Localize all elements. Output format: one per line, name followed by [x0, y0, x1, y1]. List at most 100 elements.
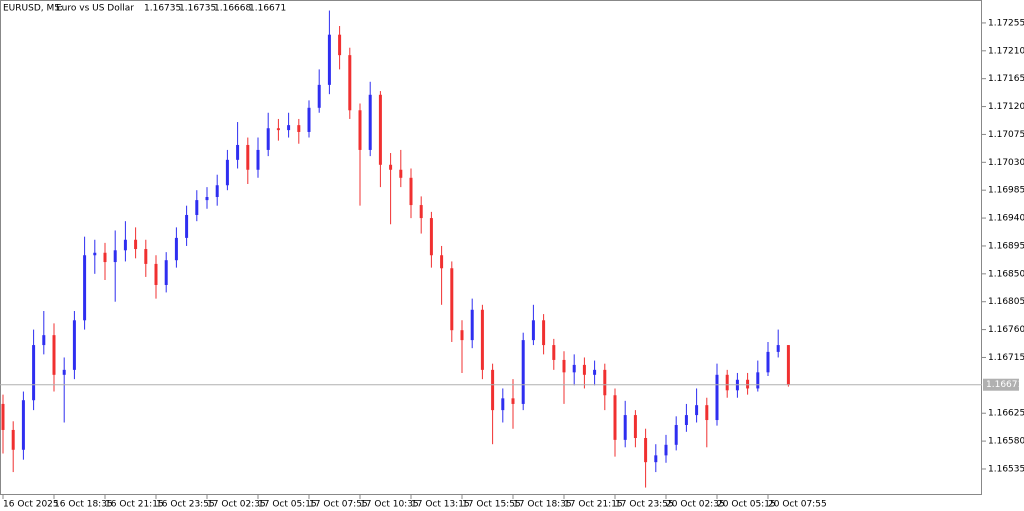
- y-tick-label: 1.16985: [988, 186, 1024, 196]
- candle-body: [93, 252, 97, 256]
- candle-body: [297, 125, 301, 132]
- candle-body: [756, 372, 760, 389]
- candle-body: [72, 320, 76, 370]
- x-tick-label: 17 Oct 15:55: [462, 500, 521, 510]
- candle-body: [225, 159, 229, 186]
- candle-body: [276, 128, 280, 131]
- candle-body: [62, 369, 66, 375]
- candle-body: [368, 94, 372, 150]
- x-tick-label: 17 Oct 23:55: [615, 500, 674, 510]
- y-tick-label: 1.17075: [988, 130, 1024, 140]
- x-tick-label: 17 Oct 21:15: [564, 500, 623, 510]
- candle-body: [633, 415, 637, 439]
- candle-body: [480, 309, 484, 370]
- y-tick-label: 1.17120: [988, 102, 1024, 112]
- candle-body: [195, 200, 199, 215]
- y-tick-label: 1.16535: [988, 464, 1024, 474]
- y-tick-label: 1.16805: [988, 297, 1024, 307]
- candle-body: [327, 34, 331, 85]
- y-tick-label: 1.16940: [988, 214, 1024, 224]
- candle-body: [644, 438, 648, 463]
- candle-body: [664, 444, 668, 456]
- candle-body: [582, 364, 586, 375]
- candle-body: [358, 110, 362, 150]
- candle-body: [705, 405, 709, 421]
- candle-body: [725, 374, 729, 391]
- ohlc-low: 1.16668: [214, 4, 251, 14]
- candle-body: [144, 249, 148, 264]
- candle-body: [572, 364, 576, 373]
- candle-body: [307, 107, 311, 132]
- candle-body: [776, 345, 780, 352]
- x-tick-label: 17 Oct 07:55: [309, 500, 368, 510]
- x-tick-label: 20 Oct 05:15: [717, 500, 776, 510]
- candle-body: [246, 144, 250, 170]
- candle-body: [113, 250, 117, 263]
- x-tick-label: 20 Oct 02:35: [666, 500, 725, 510]
- candle-body: [185, 214, 189, 238]
- ohlc-close: 1.16671: [249, 4, 286, 14]
- candle-body: [786, 345, 790, 385]
- candle-body: [603, 369, 607, 396]
- candle-body: [654, 455, 658, 463]
- candle-body: [266, 128, 270, 150]
- candle-body: [164, 260, 168, 285]
- candle-body: [134, 239, 138, 250]
- candle-body: [562, 359, 566, 373]
- x-tick-label: 20 Oct 07:55: [768, 500, 827, 510]
- x-tick-label: 17 Oct 10:35: [360, 500, 419, 510]
- candle-body: [674, 424, 678, 445]
- candle-body: [11, 429, 15, 450]
- x-tick-label: 16 Oct 2025: [3, 500, 59, 510]
- candle-body: [684, 415, 688, 425]
- x-tick-label: 17 Oct 02:35: [207, 500, 266, 510]
- y-tick-label: 1.17030: [988, 158, 1024, 168]
- last-price-label: 1.16671: [986, 380, 1023, 390]
- candle-body: [531, 320, 535, 341]
- candle-body: [21, 400, 25, 450]
- y-tick-label: 1.16850: [988, 269, 1024, 279]
- candle-body: [695, 405, 699, 416]
- x-tick-label: 17 Oct 13:15: [411, 500, 470, 510]
- x-tick-label: 16 Oct 18:35: [54, 500, 113, 510]
- x-tick-label: 17 Oct 05:15: [258, 500, 317, 510]
- candle-body: [317, 84, 321, 108]
- x-tick-label: 17 Oct 18:35: [513, 500, 572, 510]
- candle-body: [470, 309, 474, 341]
- last-price-box: [983, 378, 1019, 391]
- candle-body: [215, 185, 219, 198]
- candle-body: [511, 398, 515, 404]
- y-tick-label: 1.17210: [988, 46, 1024, 56]
- candle-body: [123, 239, 127, 251]
- y-tick-label: 1.16580: [988, 437, 1024, 447]
- candle-body: [42, 335, 46, 346]
- x-tick-label: 16 Oct 23:55: [156, 500, 215, 510]
- candle-body: [542, 320, 546, 346]
- candle-body: [154, 263, 158, 285]
- candle-body: [450, 268, 454, 331]
- candle-body: [52, 335, 56, 375]
- candle-body: [1, 403, 5, 430]
- y-tick-label: 1.16625: [988, 409, 1024, 419]
- candle-body: [399, 169, 403, 178]
- x-tick-label: 16 Oct 21:15: [105, 500, 164, 510]
- candle-body: [338, 34, 342, 56]
- candle-body: [103, 252, 107, 263]
- candle-body: [389, 164, 393, 170]
- ohlc-open: 1.16735: [144, 4, 181, 14]
- candle-body: [429, 218, 433, 256]
- candle-body: [460, 330, 464, 341]
- y-tick-label: 1.16895: [988, 241, 1024, 251]
- candle-body: [623, 415, 627, 440]
- candle-body: [552, 345, 556, 360]
- candle-body: [766, 351, 770, 373]
- candle-body: [348, 55, 352, 111]
- candle-body: [715, 374, 719, 421]
- candle-body: [491, 369, 495, 411]
- y-tick-label: 1.16760: [988, 325, 1024, 335]
- candle-body: [746, 379, 750, 389]
- candle-body: [521, 340, 525, 404]
- plot-frame: [0, 0, 982, 495]
- y-tick-label: 1.17165: [988, 74, 1024, 84]
